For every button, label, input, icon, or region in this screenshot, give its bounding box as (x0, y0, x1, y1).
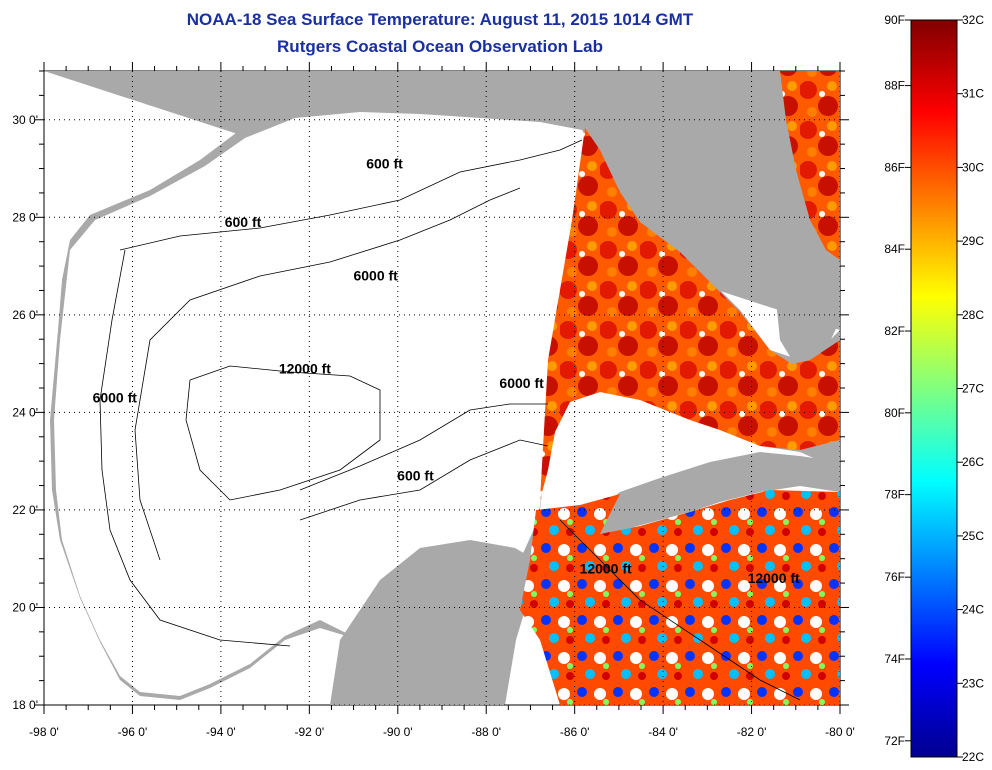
longitude-label: -90 0' (383, 725, 413, 739)
fahrenheit-label: 86F (884, 160, 905, 174)
contour-label: 6000 ft (93, 390, 138, 406)
contour-600ft-shelf (119, 139, 583, 251)
fahrenheit-label: 74F (884, 652, 905, 666)
colorbar-ramp (910, 19, 958, 758)
contour-6000ft-east (299, 403, 548, 491)
longitude-label: -94 0' (206, 725, 236, 739)
fahrenheit-label: 78F (884, 488, 905, 502)
longitude-label: -92 0' (295, 725, 325, 739)
fahrenheit-label: 82F (884, 324, 905, 338)
contour-600ft-west (99, 249, 291, 647)
contour-label: 12000 ft (748, 570, 800, 586)
celsius-label: 31C (962, 87, 984, 101)
axis-ticks (35, 62, 849, 714)
sst-florida-coast (780, 71, 840, 260)
longitude-label: -80 0' (825, 725, 855, 739)
longitude-label: -84 0' (648, 725, 678, 739)
fahrenheit-label: 90F (884, 13, 905, 27)
celsius-label: 24C (962, 603, 984, 617)
celsius-label: 25C (962, 529, 984, 543)
longitude-label: -98 0' (29, 725, 59, 739)
fahrenheit-label: 88F (884, 79, 905, 93)
latitude-label: 22 0' (12, 503, 38, 517)
contour-label: 6000 ft (353, 268, 398, 284)
fahrenheit-label: 72F (884, 734, 905, 748)
celsius-label: 22C (962, 750, 984, 764)
latitude-label: 20 0' (12, 600, 38, 614)
sst-swath-east (540, 128, 840, 500)
map-subtitle: Rutgers Coastal Ocean Observation Lab (277, 37, 603, 56)
fahrenheit-label: 84F (884, 242, 905, 256)
fahrenheit-label: 76F (884, 570, 905, 584)
contour-12000ft (185, 365, 381, 501)
longitude-label: -96 0' (118, 725, 148, 739)
longitude-labels: -98 0' -96 0' -94 0' -92 0' -90 0' -88 0' -86 … (29, 725, 855, 739)
latitude-label: 30 0' (12, 113, 38, 127)
latitude-label: 26 0' (12, 308, 38, 322)
contour-6000ft (134, 187, 521, 561)
contour-600ft-south (299, 439, 549, 521)
celsius-label: 27C (962, 382, 984, 396)
contour-label: 6000 ft (499, 375, 544, 391)
bathymetry-contours (99, 139, 801, 701)
colorbar-labels: 22C 23C 24C 25C 26C 27C 28C 29C 30C 31C 32C 72F 74F 7… (884, 13, 984, 764)
contour-label: 600 ft (225, 214, 262, 230)
latitude-label: 28 0' (12, 210, 38, 224)
map-title: NOAA-18 Sea Surface Temperature: August … (186, 10, 694, 29)
celsius-label: 26C (962, 455, 984, 469)
contour-label: 12000 ft (580, 560, 632, 576)
celsius-label: 29C (962, 234, 984, 248)
celsius-label: 32C (962, 13, 984, 27)
latitude-labels: 18 0' 20 0' 22 0' 24 0' 26 0' 28 0' 30 0' (12, 113, 38, 712)
contour-label: 600 ft (366, 156, 403, 172)
contour-12000ft-south (559, 519, 801, 701)
celsius-label: 23C (962, 676, 984, 690)
latitude-label: 24 0' (12, 405, 38, 419)
contour-labels: 600 ft 600 ft 6000 ft 6000 ft 12000 ft 6000 f… (93, 156, 800, 587)
celsius-label: 30C (962, 160, 984, 174)
contour-label: 600 ft (397, 468, 434, 484)
sst-swath-south (520, 490, 840, 705)
longitude-label: -88 0' (471, 725, 501, 739)
fahrenheit-label: 80F (884, 406, 905, 420)
contour-label: 12000 ft (279, 360, 331, 376)
celsius-label: 28C (962, 308, 984, 322)
longitude-label: -82 0' (737, 725, 767, 739)
cuba-land (586, 452, 840, 534)
latitude-label: 18 0' (12, 698, 38, 712)
longitude-label: -86 0' (560, 725, 590, 739)
yucatan-land (330, 540, 536, 705)
graticule (44, 71, 840, 705)
